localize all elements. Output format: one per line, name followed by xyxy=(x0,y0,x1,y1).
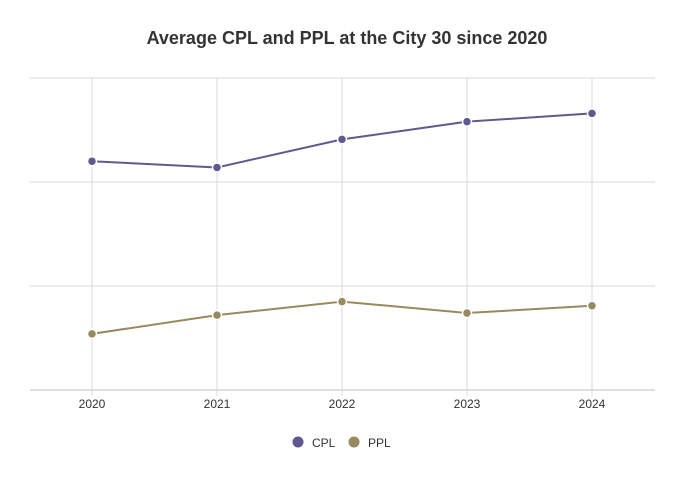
ppl-data-point[interactable] xyxy=(336,296,348,307)
x-tick-label: 2022 xyxy=(329,397,356,411)
cpl-data-point[interactable] xyxy=(461,116,473,127)
x-tick-label: 2024 xyxy=(579,397,606,411)
ppl-data-point[interactable] xyxy=(211,309,223,321)
chart-title: Average CPL and PPL at the City 30 since… xyxy=(146,28,548,48)
ppl-data-point[interactable] xyxy=(86,328,98,340)
ppl-data-point[interactable] xyxy=(461,307,473,319)
cpl-data-point[interactable] xyxy=(586,108,598,119)
cpl-legend-label[interactable]: CPL xyxy=(312,436,336,450)
ppl-legend-marker[interactable] xyxy=(348,436,360,448)
ppl-legend-label[interactable]: PPL xyxy=(368,436,391,450)
ppl-data-point[interactable] xyxy=(586,300,598,312)
cpl-legend-marker[interactable] xyxy=(292,436,304,448)
cpl-data-point[interactable] xyxy=(86,155,98,167)
cpl-data-point[interactable] xyxy=(211,162,223,173)
x-tick-label: 2023 xyxy=(454,397,481,411)
x-tick-label: 2020 xyxy=(79,397,106,411)
x-tick-label: 2021 xyxy=(204,397,231,411)
cpl-data-point[interactable] xyxy=(336,134,348,145)
